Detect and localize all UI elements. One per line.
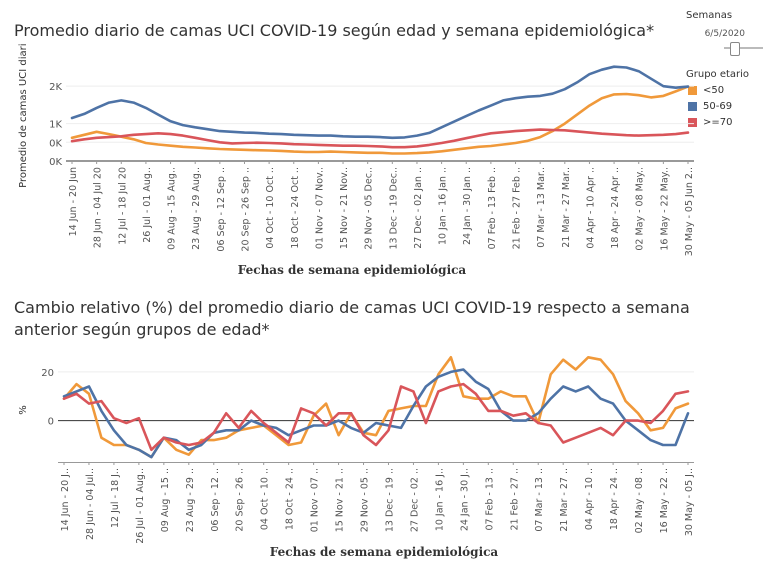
chart2-title: Cambio relativo (%) del promedio diario …	[14, 298, 690, 339]
y-tick-label: 1K	[49, 120, 62, 131]
legend-item-under-50[interactable]: <50	[686, 85, 771, 96]
x-tick-label: 07 Feb - 13 ..	[484, 468, 495, 531]
x-tick-label: 16 May - 22 ..	[659, 468, 670, 533]
x-tick-label: 07 Mar - 13 ..	[534, 468, 545, 532]
x-tick-label: 18 Oct - 24 ..	[285, 468, 296, 530]
x-tick-label: 13 Dec - 19 Dec..	[388, 167, 399, 250]
x-tick-label: 29 Nov - 05 ..	[360, 468, 371, 532]
x-tick-label: 21 Mar - 27 ..	[559, 468, 570, 532]
x-tick-label: 18 Apr - 24 ..	[609, 468, 620, 530]
x-tick-label: 21 Feb - 27 Feb ..	[512, 167, 523, 249]
x-tick-label: 30 May - 05 Jun 2..	[684, 167, 695, 256]
x-tick-label: 09 Aug - 15 Aug..	[167, 167, 178, 250]
series-line-<50	[62, 355, 690, 459]
y-tick-label: 20	[41, 368, 54, 379]
x-tick-label: 18 Apr - 24 Apr ..	[610, 167, 621, 249]
y-tick-label: 2K	[49, 82, 62, 93]
x-tick-label: 04 Apr - 10 Apr ..	[585, 167, 596, 249]
x-tick-label: 21 Feb - 27 ..	[509, 468, 520, 531]
x-tick-label: 07 Feb - 13 Feb ..	[487, 167, 498, 249]
x-tick-label: 04 Oct - 10 ..	[260, 468, 271, 530]
y-axis-title: %	[18, 405, 29, 415]
x-tick-label: 14 Jun - 20 J..	[60, 468, 71, 531]
x-tick-label: 26 Jul - 01 Aug..	[142, 167, 153, 243]
legend-swatch	[688, 86, 697, 95]
x-tick-label: 04 Apr - 10 ..	[584, 468, 595, 530]
relative-change-line-chart: 0 20 14 Jun - 20 J.. 28 Jun - 04 Jul.. 12 Ju…	[18, 355, 695, 559]
series-line->=70	[62, 382, 690, 452]
x-tick-label: 06 Sep - 12 ..	[210, 468, 221, 532]
weeks-slider-handle[interactable]	[730, 42, 740, 56]
x-tick-label: 24 Jan - 30 Jan ..	[462, 167, 473, 245]
y-tick-label: 0	[48, 417, 54, 428]
x-tick-label: 12 Jul - 18 Jul 20	[117, 167, 128, 245]
x-tick-label: 01 Nov - 07 Nov..	[314, 167, 325, 249]
x-tick-label: 20 Sep - 26 ..	[235, 468, 246, 532]
x-tick-label: 15 Nov - 21 ..	[335, 468, 346, 532]
y-axis-title: Promedio de camas UCI diarias	[18, 44, 29, 188]
x-tick-label: 28 Jun - 04 Jul..	[85, 468, 96, 540]
x-tick-label: 16 May - 22 May..	[659, 167, 670, 251]
x-tick-label: 15 Nov - 21 Nov..	[339, 167, 350, 249]
legend-item-50-69[interactable]: 50-69	[686, 101, 771, 112]
series-line->=70	[70, 128, 690, 149]
y-tick-label: 0K	[49, 157, 62, 168]
series-line-<50	[70, 85, 690, 155]
x-tick-label: 14 Jun - 20 Jun	[68, 167, 79, 236]
x-tick-label: 10 Jan - 16 J..	[434, 468, 445, 531]
chart1-title: Promedio diario de camas UCI COVID-19 se…	[14, 21, 655, 40]
x-tick-label: 02 May - 08 May..	[635, 167, 646, 251]
weeks-filter-label: Semanas	[686, 10, 733, 21]
legend-label: >=70	[703, 117, 733, 128]
x-tick-label: 10 Jan - 16 Jan ..	[438, 167, 449, 245]
legend-label: 50-69	[703, 101, 733, 112]
legend-label: <50	[703, 85, 725, 96]
x-tick-label: 07 Mar - 13 Mar..	[536, 167, 547, 248]
x-tick-label: 13 Dec - 19 ..	[384, 468, 395, 532]
x-axis-title: Fechas de semana epidemiológica	[270, 545, 499, 559]
x-tick-label: 18 Oct - 24 Oct ..	[290, 167, 301, 249]
x-tick-label: 04 Oct - 10 Oct ..	[265, 167, 276, 249]
x-tick-label: 24 Jan - 30 J..	[459, 468, 470, 531]
x-tick-label: 06 Sep - 12 Sep ..	[216, 167, 227, 252]
x-tick-label: 23 Aug - 29 Aug..	[191, 167, 202, 250]
x-tick-label: 09 Aug - 15 ..	[160, 468, 171, 532]
x-tick-label: 02 May - 08 ..	[634, 468, 645, 533]
x-tick-label: 30 May - 05 J..	[684, 468, 695, 536]
x-tick-label: 28 Jun - 04 Jul 20	[93, 167, 104, 248]
legend-item-70-plus[interactable]: >=70	[686, 117, 771, 128]
x-tick-label: 21 Mar - 27 Mar..	[561, 167, 572, 248]
x-tick-label: 27 Dec - 02 Jan ..	[413, 167, 424, 249]
weeks-filter-value: 6/5/2020	[704, 29, 745, 39]
weeks-slider[interactable]	[686, 41, 771, 56]
controls-panel: Semanas 6/5/2020 Grupo etario <50 50-69 …	[686, 10, 771, 128]
weeks-slider-track	[724, 47, 763, 49]
x-tick-label: 01 Nov - 07 ..	[310, 468, 321, 532]
legend-title: Grupo etario	[686, 69, 750, 80]
y-tick-label: 0K	[49, 138, 62, 149]
x-tick-label: 29 Nov - 05 Dec..	[364, 167, 375, 250]
x-tick-label: 12 Jul - 18 J..	[110, 468, 121, 528]
x-tick-label: 23 Aug - 29 ..	[185, 468, 196, 532]
x-axis-title: Fechas de semana epidemiológica	[238, 263, 467, 277]
x-tick-label: 26 Jul - 01 Aug..	[135, 468, 146, 544]
legend-swatch	[688, 118, 697, 127]
x-tick-label: 20 Sep - 26 Sep ..	[240, 167, 251, 252]
legend-swatch	[688, 102, 697, 111]
icu-beds-line-chart: 0K 0K 1K 2K 14 Jun - 20 Jun 28 Jun - 04 Jul 2…	[18, 44, 695, 277]
series-line-50-69	[70, 65, 690, 140]
x-tick-label: 27 Dec - 02 ..	[409, 468, 420, 532]
